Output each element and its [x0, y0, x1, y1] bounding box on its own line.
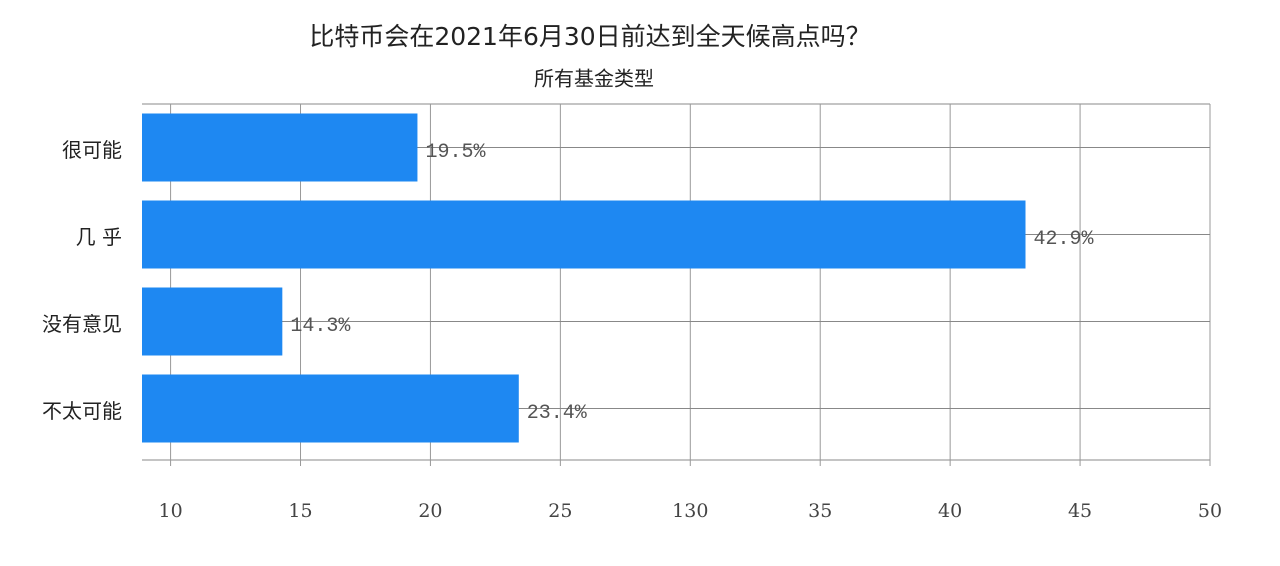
x-tick-label: 45 [1068, 500, 1092, 522]
value-label: 14.3% [290, 315, 351, 338]
chart-title: 比特币会在2021年6月30日前达到全天候高点吗？ [309, 22, 870, 51]
bar [142, 374, 519, 443]
bar [142, 200, 1026, 269]
x-tick-label: 25 [548, 500, 572, 522]
x-tick-label: 40 [938, 500, 962, 522]
x-tick-label: 10 [158, 500, 182, 522]
bar [142, 287, 283, 356]
x-tick-label: 130 [672, 500, 708, 522]
x-tick-label: 20 [418, 500, 442, 522]
y-tick-label: 几 乎 [76, 225, 122, 249]
chart-subtitle: 所有基金类型 [534, 67, 654, 91]
value-label: 42.9% [1034, 228, 1095, 251]
y-tick-label: 不太可能 [42, 399, 122, 423]
y-tick-label: 没有意见 [42, 312, 122, 336]
x-tick-label: 15 [288, 500, 312, 522]
value-label: 19.5% [425, 141, 486, 164]
x-tick-label: 35 [808, 500, 832, 522]
value-label: 23.4% [527, 402, 588, 425]
y-tick-label: 很可能 [62, 138, 122, 162]
x-tick-label: 50 [1198, 500, 1222, 522]
bar [142, 113, 418, 182]
